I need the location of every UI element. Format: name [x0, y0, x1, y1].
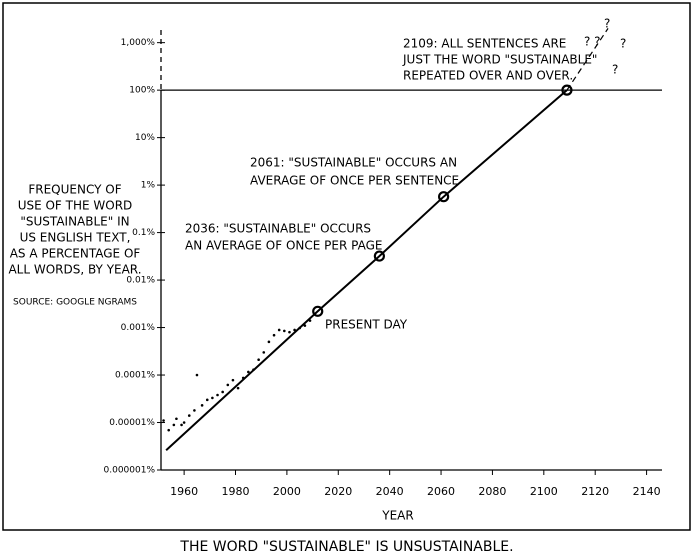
y-tick-label: 100%: [129, 86, 155, 96]
data-point: [162, 419, 165, 422]
y-tick-label: 10%: [135, 133, 155, 143]
x-tick-label: 1960: [170, 485, 198, 498]
data-point: [262, 351, 266, 354]
data-point: [175, 417, 178, 421]
milestone: [438, 191, 450, 203]
x-tick-label: 1980: [222, 485, 250, 498]
y-tick-label: 0.000001%: [104, 466, 156, 476]
annotation: ? ?: [584, 35, 601, 49]
data-point: [195, 373, 199, 377]
panel-border: [2, 2, 691, 531]
y-tick-label: 0.01%: [126, 276, 155, 286]
milestone: [312, 305, 324, 317]
annotation: AVERAGE OF ONCE PER SENTENCE: [250, 174, 459, 188]
data-point: [272, 333, 276, 337]
y-axis-label: ALL WORDS, BY YEAR.: [8, 263, 141, 277]
y-tick-label: 0.1%: [132, 228, 155, 238]
data-point: [288, 330, 291, 334]
data-point: [187, 414, 191, 417]
y-axis-label: AS A PERCENTAGE OF: [10, 247, 141, 261]
annotation: 2061: "SUSTAINABLE" OCCURS AN: [250, 156, 457, 170]
y-tick-label: 0.00001%: [109, 418, 155, 428]
data-point: [172, 423, 176, 427]
data-point: [193, 409, 196, 412]
annotation: 2109: ALL SENTENCES ARE: [403, 37, 566, 51]
y-axis-label: "SUSTAINABLE" IN: [20, 215, 129, 229]
data-point: [167, 428, 171, 432]
y-axis-label: USE OF THE WORD: [18, 199, 133, 213]
y-axis-label: FREQUENCY OF: [28, 183, 121, 197]
chart-title: THE WORD "SUSTAINABLE" IS UNSUSTAINABLE.: [179, 539, 513, 555]
x-tick-label: 2120: [581, 485, 609, 498]
annotation: ?: [620, 37, 626, 51]
annotation: ?: [612, 63, 618, 77]
data-point: [200, 404, 204, 407]
x-tick-label: 2020: [324, 485, 352, 498]
data-point: [226, 383, 230, 387]
y-tick-label: 1,000%: [121, 38, 156, 48]
x-tick-label: 2000: [273, 485, 301, 498]
data-point: [277, 328, 281, 332]
y-tick-label: 0.0001%: [115, 371, 155, 381]
x-tick-label: 2140: [633, 485, 661, 498]
data-point: [216, 393, 219, 397]
source-note: SOURCE: GOOGLE NGRAMS: [13, 298, 137, 308]
annotation: AN AVERAGE OF ONCE PER PAGE: [185, 239, 382, 253]
data-point: [231, 378, 235, 382]
y-tick-label: 0.001%: [121, 323, 156, 333]
milestone: [561, 84, 573, 96]
x-tick-label: 2080: [478, 485, 506, 498]
annotation: PRESENT DAY: [325, 318, 408, 332]
x-tick-label: 2100: [530, 485, 558, 498]
x-tick-label: 2060: [427, 485, 455, 498]
data-point: [205, 398, 209, 402]
annotation: 2036: "SUSTAINABLE" OCCURS: [185, 222, 371, 236]
data-point: [267, 340, 271, 344]
data-point: [283, 329, 286, 333]
data-point: [221, 390, 224, 394]
data-point: [247, 370, 250, 374]
extrapolation-line: [566, 28, 609, 91]
trend-line: [165, 89, 568, 452]
milestone: [373, 250, 385, 262]
annotation: ?: [604, 17, 610, 31]
annotation: REPEATED OVER AND OVER.: [403, 69, 573, 83]
y-tick-label: 1%: [141, 181, 156, 191]
data-point: [182, 421, 186, 424]
x-axis-label: YEAR: [381, 509, 413, 523]
data-point: [211, 396, 214, 400]
data-point: [236, 386, 240, 390]
data-point: [180, 423, 183, 427]
y-axis-label: US ENGLISH TEXT,: [20, 231, 131, 245]
annotation: JUST THE WORD "SUSTAINABLE": [402, 53, 597, 67]
x-tick-label: 2040: [376, 485, 404, 498]
data-point: [257, 358, 260, 362]
